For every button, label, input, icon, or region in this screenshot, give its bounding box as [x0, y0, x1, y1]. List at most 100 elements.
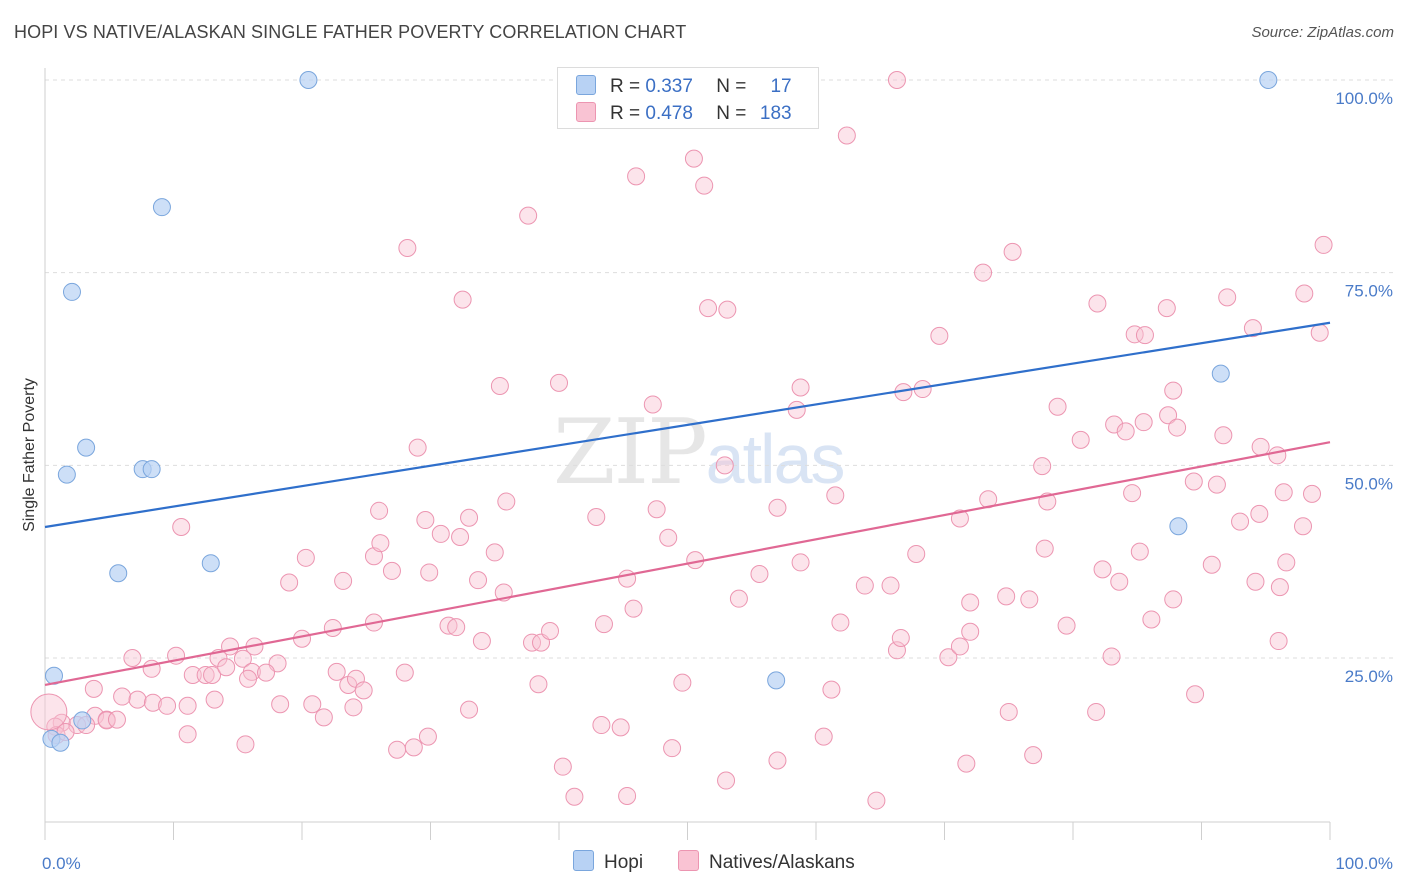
- native-point: [113, 687, 132, 706]
- native-point: [344, 698, 363, 717]
- n-value: 17: [770, 76, 792, 97]
- native-point: [541, 622, 560, 641]
- native-point: [178, 725, 197, 744]
- native-point: [1110, 572, 1129, 591]
- native-point: [1142, 610, 1161, 629]
- native-point: [451, 528, 470, 547]
- native-point: [408, 438, 427, 457]
- native-point: [647, 500, 666, 519]
- legend-row-native: R = 0.478 N = 183: [576, 102, 792, 126]
- watermark-zip: ZIP: [553, 400, 708, 505]
- native-point: [550, 373, 568, 392]
- native-point: [768, 498, 787, 517]
- native-point: [837, 126, 856, 145]
- native-point: [1270, 578, 1289, 597]
- hopi-point: [1259, 71, 1278, 89]
- native-point: [1303, 484, 1322, 503]
- native-point: [1164, 590, 1183, 609]
- native-point: [957, 754, 976, 773]
- native-point: [1102, 647, 1121, 666]
- correlation-legend: R = 0.337 N = 17 R = 0.478 N = 183: [557, 67, 819, 129]
- native-point: [1231, 512, 1250, 531]
- native-point: [791, 553, 810, 572]
- native-point: [1020, 590, 1039, 609]
- native-point: [643, 395, 662, 414]
- native-point: [239, 669, 258, 688]
- native-point: [382, 561, 401, 580]
- native-point: [1087, 702, 1106, 721]
- native-point: [673, 673, 692, 692]
- native-point: [128, 690, 147, 709]
- r-value: 0.337: [645, 76, 693, 97]
- legend-hopi-label: Hopi: [604, 852, 644, 873]
- native-point: [695, 176, 714, 195]
- native-point: [395, 663, 414, 682]
- native-point: [826, 486, 845, 505]
- native-point: [1130, 542, 1149, 561]
- native-point: [431, 524, 450, 543]
- native-point: [1093, 560, 1112, 579]
- native-point: [1157, 299, 1176, 318]
- native-point: [611, 718, 630, 737]
- native-point: [1048, 397, 1067, 416]
- hopi-point: [57, 465, 76, 484]
- native-point: [1294, 517, 1313, 536]
- y-tick-label: 50.0%: [1345, 474, 1393, 493]
- hopi-point: [1211, 364, 1230, 383]
- native-point: [371, 534, 390, 553]
- native-point: [1246, 572, 1265, 591]
- native-point: [684, 149, 703, 168]
- native-point: [334, 571, 353, 590]
- n-value: 183: [759, 103, 792, 124]
- native-point: [1088, 294, 1107, 313]
- native-point: [84, 679, 103, 698]
- native-point: [729, 589, 748, 608]
- native-point: [950, 509, 969, 528]
- native-point: [881, 576, 900, 595]
- native-point: [1295, 284, 1314, 303]
- native-point: [618, 569, 637, 588]
- native-point: [1250, 504, 1269, 523]
- native-point: [1274, 483, 1293, 502]
- native-point: [1202, 555, 1221, 574]
- hopi-point: [51, 733, 70, 752]
- native-point: [183, 665, 202, 684]
- native-point: [1135, 326, 1154, 345]
- native-point: [717, 771, 736, 790]
- native-point: [519, 206, 538, 225]
- native-point: [490, 376, 509, 395]
- native-point: [1159, 406, 1178, 425]
- native-swatch: [678, 850, 699, 871]
- native-point: [404, 738, 423, 757]
- native-point: [296, 548, 315, 567]
- native-point: [178, 696, 197, 715]
- native-point: [1218, 288, 1237, 307]
- native-point: [205, 690, 224, 709]
- native-point: [107, 710, 126, 729]
- native-point: [271, 695, 290, 714]
- trend-lines: [44, 321, 1331, 687]
- native-point: [1269, 632, 1288, 651]
- native-point: [663, 739, 682, 758]
- native-swatch: [576, 102, 596, 122]
- native-point: [293, 629, 311, 648]
- native-point: [1003, 242, 1022, 261]
- native-point: [420, 563, 439, 582]
- chart-title: HOPI VS NATIVE/ALASKAN SINGLE FATHER POV…: [14, 22, 687, 42]
- native-point: [1125, 325, 1144, 344]
- native-point: [791, 378, 810, 397]
- x-tick-labels: 0.0% 100.0%: [42, 854, 1393, 873]
- native-trend-line: [44, 441, 1331, 687]
- native-point: [627, 167, 646, 186]
- native-point: [887, 71, 906, 89]
- native-point: [1243, 319, 1262, 338]
- native-point: [327, 662, 346, 681]
- native-point: [1134, 413, 1153, 432]
- hopi-points: [42, 71, 1278, 752]
- y-tick-label: 25.0%: [1345, 667, 1393, 686]
- native-point: [1057, 616, 1076, 635]
- hopi-point: [109, 564, 128, 583]
- native-point: [1268, 446, 1287, 465]
- hopi-swatch: [576, 75, 596, 95]
